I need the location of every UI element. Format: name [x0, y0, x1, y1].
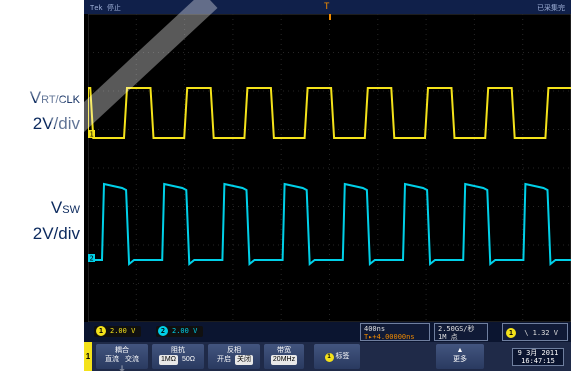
- trigger-source-badge: 1: [506, 328, 516, 338]
- graticule-gridlines: [88, 14, 571, 322]
- ch1-scale-readout[interactable]: 1 2.00 V: [94, 326, 142, 337]
- ch1-waveform: [88, 87, 571, 139]
- date-time-display: 9 3月 2011 16:47:15: [512, 348, 564, 366]
- invert-option-on[interactable]: 开启: [217, 356, 231, 363]
- trigger-position-icon[interactable]: T: [324, 2, 330, 12]
- ch2-scale-readout[interactable]: 2 2.00 V: [156, 326, 204, 337]
- scope-status-bar: 1 2.00 V 2 2.00 V 400ns T▸+4.00000ns 2.50G…: [84, 322, 571, 342]
- chevron-up-icon: ▲: [456, 347, 464, 354]
- impedance-option-50ohm[interactable]: 50Ω: [181, 356, 195, 363]
- ch2-signal-subscript: SW: [62, 204, 80, 216]
- ch1-badge: 1: [96, 326, 106, 336]
- label-channel-icon: 1: [324, 353, 334, 362]
- ch1-signal-name: V: [29, 88, 42, 107]
- coupling-option-ac[interactable]: 交流: [125, 356, 139, 363]
- ch1-ground-marker-label: 1: [90, 131, 94, 139]
- sample-rate-readout[interactable]: 2.50GS/秒 1M 点: [434, 323, 488, 341]
- coupling-option-ground-icon[interactable]: ⏚: [118, 366, 126, 373]
- ch1-signal-subscript: RT/CLK: [41, 94, 80, 106]
- timebase-readout[interactable]: 400ns T▸+4.00000ns: [360, 323, 430, 341]
- time-value: 16:47:15: [521, 357, 555, 365]
- oscilloscope-screen: Tek 停止 T 已采集完 1 2 1 2.00 V 2 2.00 V 400ns …: [84, 0, 571, 373]
- scope-top-bar: Tek 停止 T 已采集完: [84, 0, 571, 14]
- trigger-level-value: 1.32 V: [532, 329, 558, 337]
- ch1-ground-marker[interactable]: 1: [88, 130, 95, 139]
- ch2-signal-label: VSW 2V/div: [0, 196, 80, 245]
- invert-menu-button[interactable]: 反相 开启 关闭: [208, 344, 260, 369]
- coupling-menu-button[interactable]: 耦合 直流 交流 ⏚: [96, 344, 148, 373]
- coupling-label: 耦合: [115, 347, 129, 354]
- ch2-ground-marker-label: 2: [90, 255, 94, 263]
- bandwidth-value: 20MHz: [270, 355, 298, 365]
- ch2-ground-marker[interactable]: 2: [88, 254, 95, 263]
- more-menu-button[interactable]: ▲ 更多: [436, 344, 484, 369]
- impedance-menu-button[interactable]: 阻抗 1MΩ 50Ω: [152, 344, 204, 369]
- ch2-scale: 2V/div: [32, 224, 80, 243]
- coupling-option-dc[interactable]: 直流: [105, 356, 119, 363]
- channel-menu-bar: 1 耦合 直流 交流 ⏚ 阻抗 1MΩ 50Ω 反相 开启 关闭 带宽 20MHz 1 …: [84, 342, 571, 373]
- timebase-value: 400ns: [364, 325, 386, 333]
- impedance-label: 阻抗: [171, 347, 185, 354]
- ch1-scale: 2V/div: [32, 114, 80, 133]
- channel-menu-tab[interactable]: 1: [84, 342, 92, 371]
- bandwidth-menu-button[interactable]: 带宽 20MHz: [264, 344, 304, 369]
- ch2-badge: 2: [158, 326, 168, 336]
- ch2-signal-name: V: [50, 198, 63, 217]
- ch2-scale-value: 2.00 V: [172, 327, 198, 335]
- trigger-slope-icon: \: [524, 329, 529, 337]
- sample-rate-value: 2.50GS/秒: [438, 325, 475, 333]
- label-menu-button[interactable]: 1 标签: [314, 344, 360, 369]
- ch1-signal-label: VRT/CLK 2V/div: [0, 86, 80, 135]
- acquisition-state: 已采集完: [537, 4, 565, 12]
- invert-label: 反相: [227, 347, 241, 354]
- scope-title: Tek 停止: [90, 4, 121, 12]
- date-value: 9 3月 2011: [517, 349, 559, 357]
- label-button-text: 标签: [335, 353, 350, 360]
- record-length-value: 1M 点: [438, 333, 458, 341]
- more-label: 更多: [453, 356, 467, 363]
- trigger-delay-value: T▸+4.00000ns: [364, 333, 415, 341]
- impedance-option-1mohm[interactable]: 1MΩ: [159, 355, 178, 365]
- ch1-scale-value: 2.00 V: [110, 327, 136, 335]
- invert-option-off[interactable]: 关闭: [235, 355, 253, 365]
- ch2-waveform: [88, 182, 571, 267]
- bandwidth-label: 带宽: [277, 347, 291, 354]
- trigger-readout[interactable]: 1 \ 1.32 V: [502, 323, 568, 341]
- waveform-graticule: 1 2: [88, 14, 571, 322]
